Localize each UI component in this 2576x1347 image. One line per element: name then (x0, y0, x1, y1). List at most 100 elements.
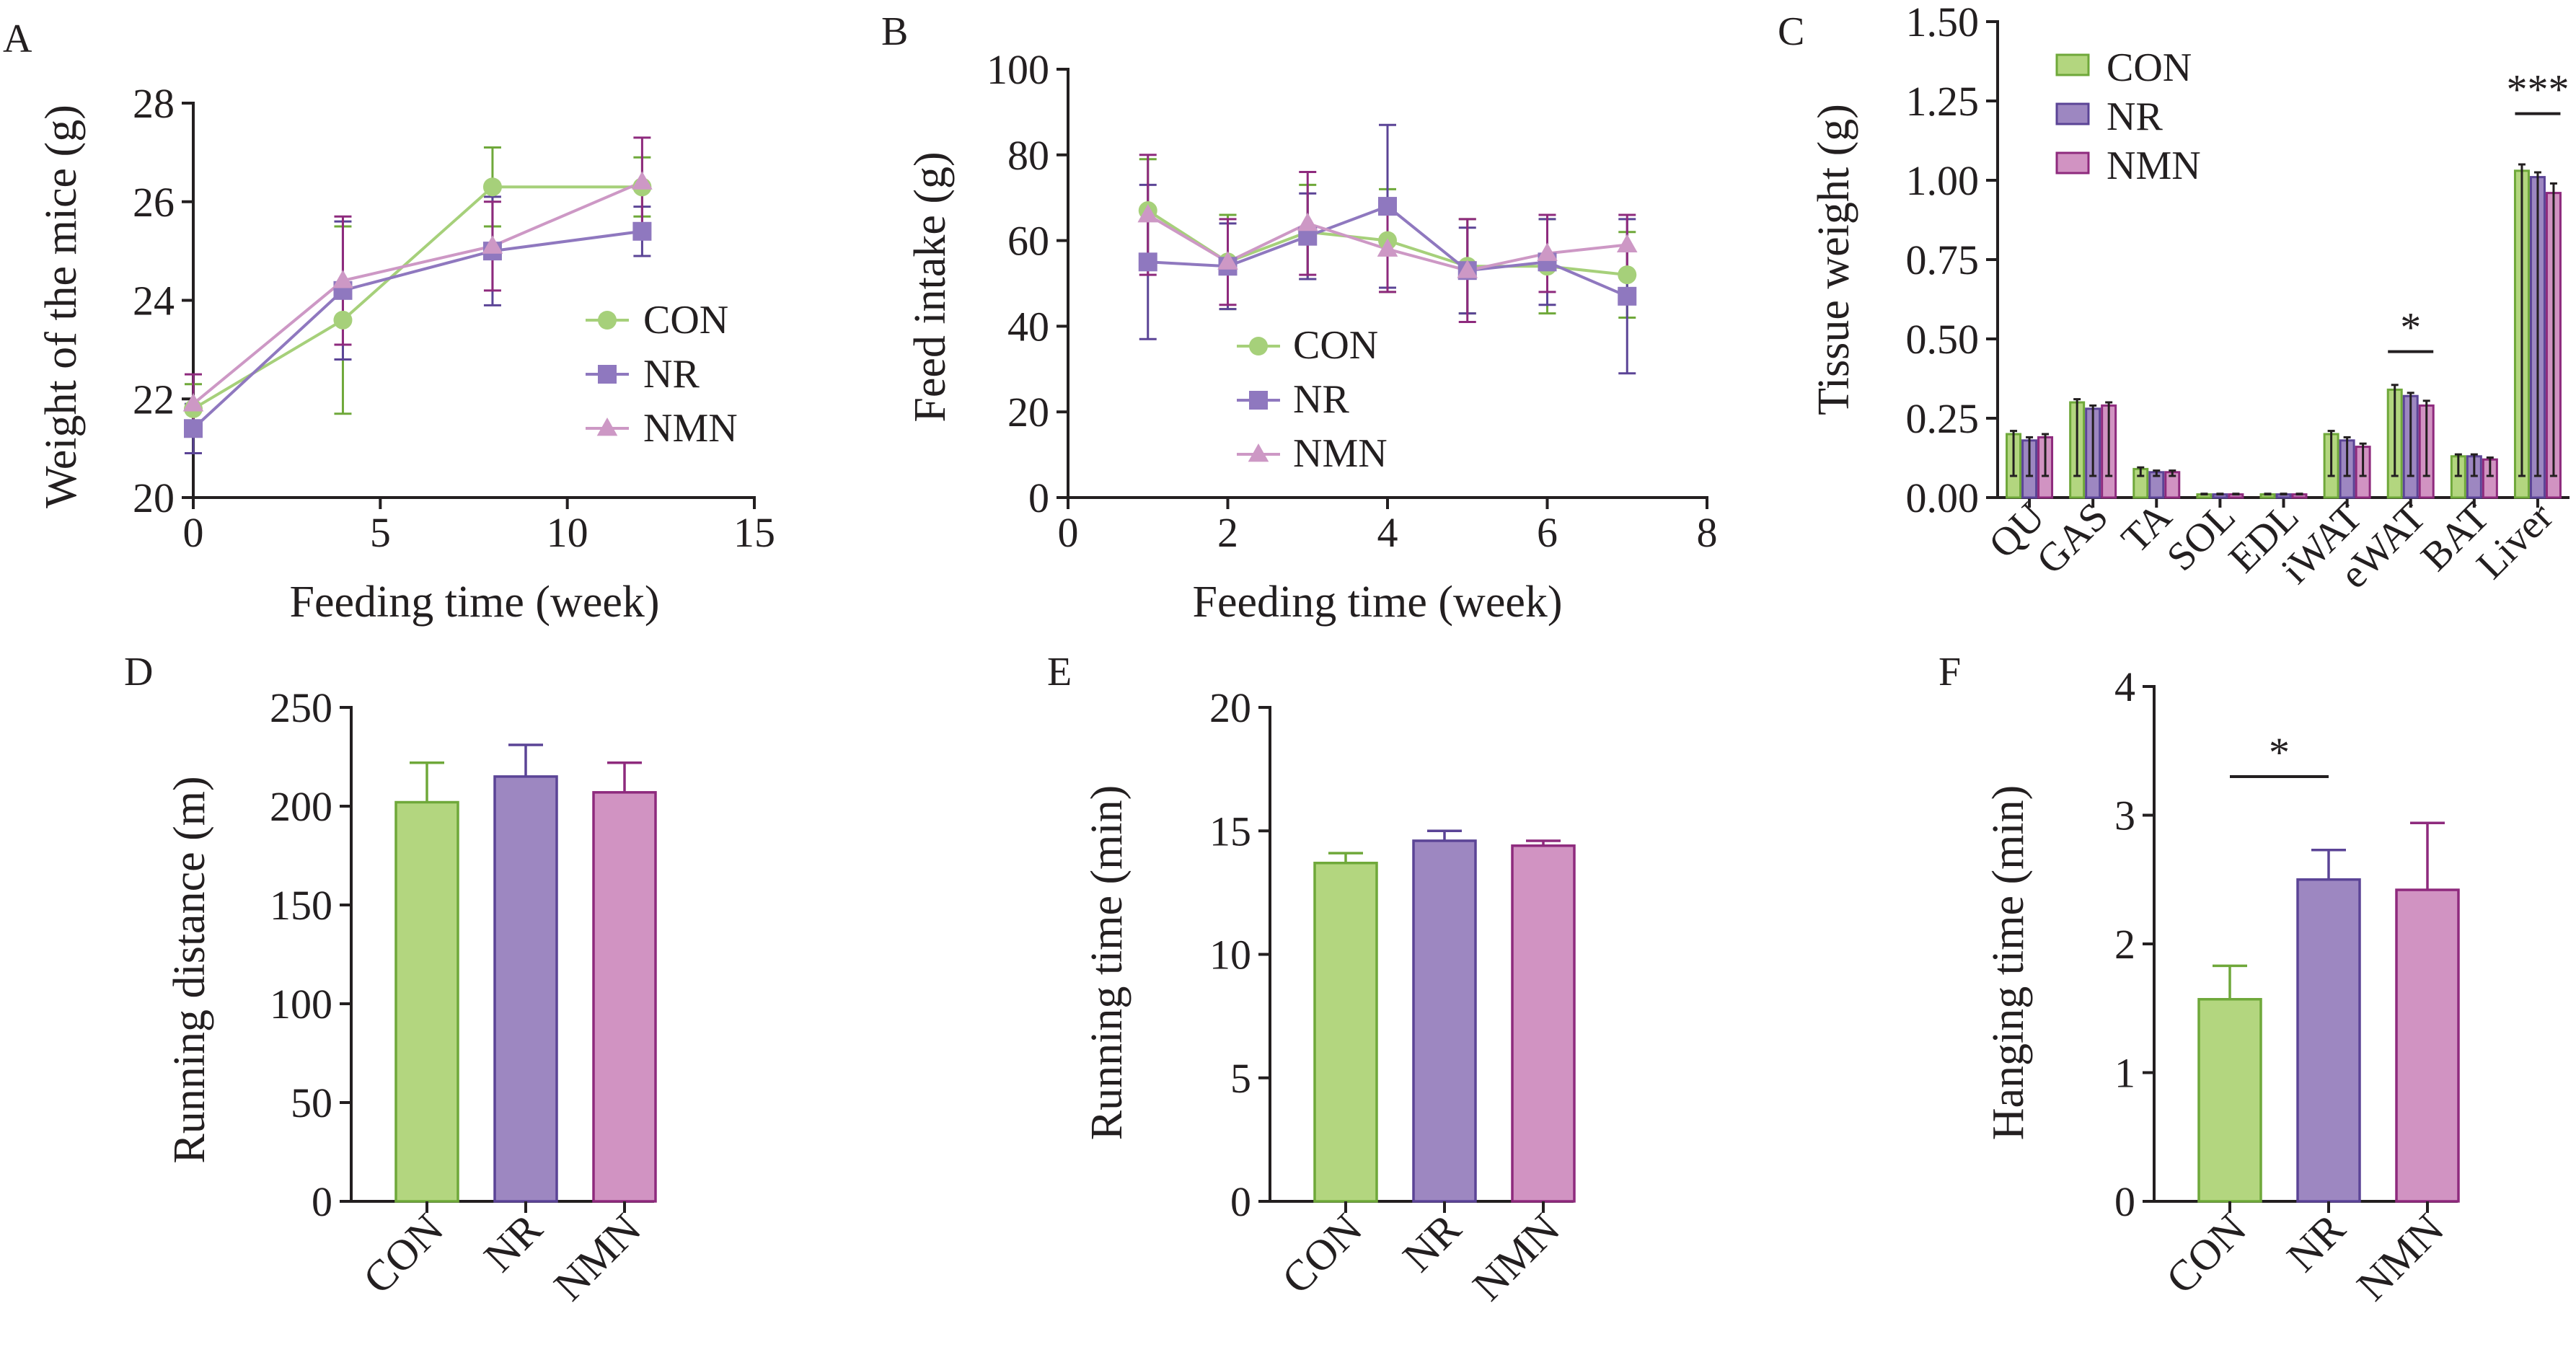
y-tick-label-d-50: 50 (291, 1079, 332, 1126)
y-tick-label-a-20: 20 (133, 474, 175, 521)
point-b-nmn-5 (1537, 242, 1558, 261)
y-axis-label-f: Hanging time (min) (1984, 785, 2033, 1140)
panel-c: C Tissue weight (g) CON NR NMN (1778, 9, 2201, 415)
panel-label-c: C (1778, 9, 1804, 54)
panel-d: D Running distance (m) (124, 650, 214, 1164)
point-a-con-2 (482, 177, 502, 197)
y-tick-label-b-40: 40 (1007, 303, 1049, 350)
legend-label-con-c: CON (2107, 45, 2192, 90)
bar-d-nmn (592, 791, 657, 1203)
panel-e: E Running time (min) (1047, 650, 1132, 1140)
category-label-e-nr: NR (1394, 1205, 1470, 1281)
x-tick-label-b-8: 8 (1697, 509, 1718, 556)
panel-label-a: A (3, 17, 32, 61)
significance-label-c-1: *** (2506, 66, 2569, 113)
point-b-nmn-4 (1457, 260, 1478, 278)
category-label-e-con: CON (1273, 1205, 1371, 1303)
legend-swatch-c-nmn (2055, 151, 2090, 175)
category-label-c-gas: GAS (2028, 494, 2117, 583)
point-a-nr-3 (632, 221, 652, 241)
point-b-nmn-3 (1377, 238, 1398, 257)
y-tick-label-f-0: 0 (2114, 1178, 2135, 1225)
y-tick-label-a-22: 22 (133, 376, 175, 423)
category-label-e-nmn: NMN (1464, 1205, 1569, 1310)
y-tick-label-b-80: 80 (1007, 132, 1049, 179)
point-b-nmn-1 (1217, 251, 1238, 270)
bar-f-nmn (2395, 888, 2460, 1203)
series-line-a-nmn (192, 180, 643, 405)
panel-a: A Feeding time (week) Weight of the mice… (3, 17, 738, 627)
y-tick-label-e-0: 0 (1230, 1178, 1251, 1225)
point-a-con-1 (333, 310, 353, 330)
category-label-f-con: CON (2157, 1205, 2255, 1303)
point-a-nmn-2 (482, 235, 503, 254)
category-label-d-con: CON (354, 1205, 452, 1303)
bar-e-nr (1412, 839, 1477, 1203)
legend-label-nmn-a: NMN (643, 406, 738, 451)
legend-a: CON NR NMN (643, 298, 738, 451)
y-tick-label-c-0.25: 0.25 (1906, 395, 1980, 442)
x-axis-label-a: Feeding time (week) (289, 578, 659, 627)
y-tick-label-d-250: 250 (270, 684, 332, 731)
y-axis-label-e: Running time (min) (1082, 785, 1132, 1141)
x-tick-label-a-10: 10 (547, 509, 588, 556)
legend-marker-b-nr (1249, 391, 1268, 410)
y-tick-label-c-0.75: 0.75 (1906, 237, 1980, 283)
legend-label-nr-b: NR (1293, 377, 1349, 422)
x-tick-label-a-5: 5 (370, 509, 391, 556)
x-tick-label-b-2: 2 (1217, 509, 1238, 556)
panel-label-b: B (881, 9, 908, 54)
panel-label-d: D (124, 650, 153, 694)
y-tick-label-c-0.00: 0.00 (1906, 474, 1980, 521)
point-b-nr-0 (1138, 252, 1157, 272)
y-tick-label-f-3: 3 (2114, 792, 2135, 839)
bar-d-nr (493, 775, 558, 1203)
series-line-a-con (192, 185, 643, 410)
category-label-d-nr: NR (475, 1205, 552, 1281)
y-tick-label-a-28: 28 (133, 80, 175, 127)
category-label-c-sol: SOL (2158, 494, 2244, 580)
bar-f-nr (2296, 878, 2361, 1203)
category-label-f-nr: NR (2278, 1205, 2355, 1281)
legend-label-nr-c: NR (2107, 94, 2163, 139)
legend-label-con-b: CON (1293, 323, 1378, 368)
panel-f: F Hanging time (min) (1938, 650, 2033, 1140)
point-a-nmn-1 (332, 270, 353, 288)
y-tick-label-e-20: 20 (1209, 684, 1251, 731)
bar-d-con (394, 800, 459, 1203)
panel-label-e: E (1047, 650, 1072, 694)
point-b-nmn-6 (1616, 234, 1638, 252)
y-tick-label-b-100: 100 (987, 46, 1049, 93)
x-tick-label-b-6: 6 (1537, 509, 1558, 556)
legend-marker-a-con (598, 311, 617, 330)
y-tick-label-f-4: 4 (2114, 663, 2135, 710)
y-axis-label-c: Tissue weight (g) (1809, 104, 1858, 415)
y-tick-label-d-150: 150 (270, 882, 332, 929)
point-a-nmn-0 (182, 393, 204, 412)
y-tick-label-d-100: 100 (270, 981, 332, 1028)
y-tick-label-b-20: 20 (1007, 389, 1049, 436)
bar-f-con (2197, 998, 2262, 1203)
y-axis-label-b: Feed intake (g) (906, 151, 955, 422)
y-tick-label-d-200: 200 (270, 783, 332, 830)
x-tick-label-a-15: 15 (733, 509, 775, 556)
x-tick-label-b-0: 0 (1058, 509, 1079, 556)
series-line-a-nr (192, 229, 643, 430)
x-tick-label-a-0: 0 (183, 509, 204, 556)
y-tick-label-a-24: 24 (133, 278, 175, 324)
legend-c: CON NR NMN (2107, 45, 2201, 188)
category-label-f-nmn: NMN (2348, 1205, 2453, 1310)
point-b-nr-6 (1618, 286, 1637, 306)
point-a-nmn-3 (632, 171, 653, 190)
y-tick-label-d-0: 0 (312, 1178, 332, 1225)
legend-label-nr-a: NR (643, 352, 700, 397)
y-tick-label-c-1.25: 1.25 (1906, 78, 1980, 125)
y-axis-label-d: Running distance (m) (165, 776, 214, 1163)
y-tick-label-b-60: 60 (1007, 218, 1049, 265)
significance-label-f-0: * (2269, 729, 2290, 776)
bar-e-nmn (1511, 844, 1576, 1203)
legend-label-con-a: CON (643, 298, 728, 343)
point-b-nr-3 (1378, 197, 1397, 216)
y-tick-label-a-26: 26 (133, 179, 175, 226)
bar-e-con (1313, 862, 1378, 1203)
